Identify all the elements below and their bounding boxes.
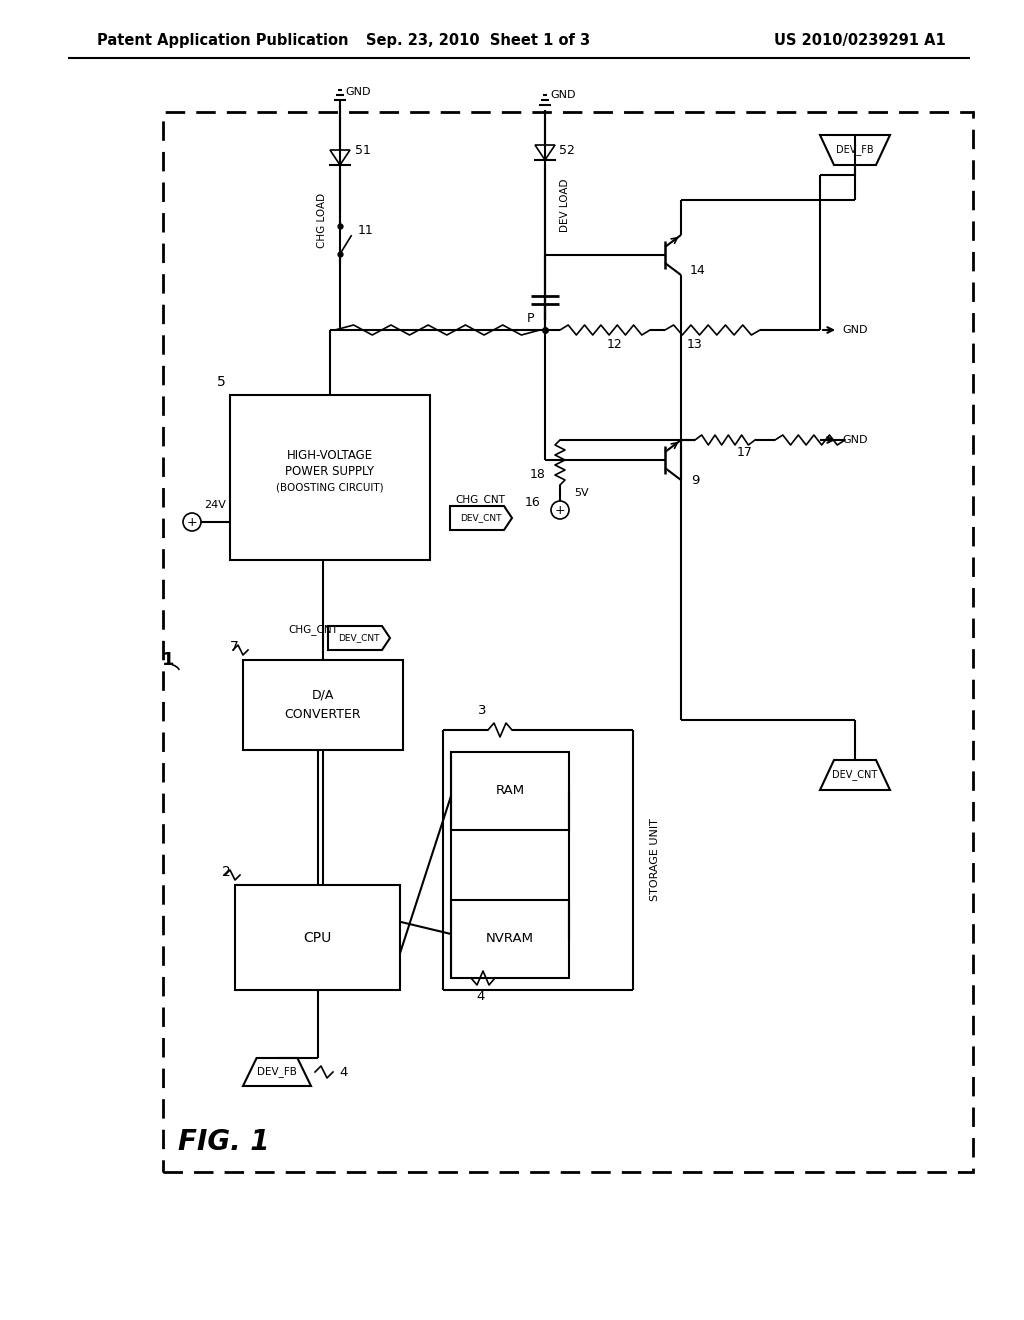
Text: P: P xyxy=(527,312,535,325)
Polygon shape xyxy=(820,135,890,165)
Text: 52: 52 xyxy=(559,144,574,157)
Text: CONVERTER: CONVERTER xyxy=(285,709,361,722)
Text: GND: GND xyxy=(842,325,867,335)
Text: 11: 11 xyxy=(358,223,374,236)
Text: DEV_CNT: DEV_CNT xyxy=(338,634,380,643)
Text: 17: 17 xyxy=(737,446,753,459)
Text: HIGH-VOLTAGE: HIGH-VOLTAGE xyxy=(287,449,373,462)
Text: (BOOSTING CIRCUIT): (BOOSTING CIRCUIT) xyxy=(276,483,384,492)
Text: GND: GND xyxy=(345,87,371,96)
Text: DEV_FB: DEV_FB xyxy=(257,1067,297,1077)
Text: CHG_CNT: CHG_CNT xyxy=(288,624,338,635)
Text: 4: 4 xyxy=(339,1065,347,1078)
Text: 9: 9 xyxy=(691,474,699,487)
Text: Sep. 23, 2010  Sheet 1 of 3: Sep. 23, 2010 Sheet 1 of 3 xyxy=(366,33,590,48)
Circle shape xyxy=(551,502,569,519)
Text: DEV_CNT: DEV_CNT xyxy=(460,513,502,523)
Text: DEV_FB: DEV_FB xyxy=(837,145,873,156)
Text: 16: 16 xyxy=(524,495,540,508)
Polygon shape xyxy=(820,760,890,789)
Text: 14: 14 xyxy=(690,264,706,276)
Text: DEV LOAD: DEV LOAD xyxy=(560,178,570,232)
Text: Patent Application Publication: Patent Application Publication xyxy=(97,33,348,48)
Text: CHG LOAD: CHG LOAD xyxy=(317,193,327,248)
Bar xyxy=(451,752,569,830)
Text: 3: 3 xyxy=(478,704,486,717)
Text: CHG_CNT: CHG_CNT xyxy=(455,495,505,506)
Polygon shape xyxy=(535,145,555,160)
Text: D/A: D/A xyxy=(312,689,334,701)
Text: 4: 4 xyxy=(477,990,485,1002)
Text: STORAGE UNIT: STORAGE UNIT xyxy=(650,818,660,902)
Text: 13: 13 xyxy=(687,338,702,351)
Text: 51: 51 xyxy=(355,144,371,157)
Polygon shape xyxy=(243,1059,311,1086)
Text: 5V: 5V xyxy=(574,488,589,498)
Bar xyxy=(234,884,400,990)
Text: 1: 1 xyxy=(162,651,174,669)
Polygon shape xyxy=(330,150,350,165)
Text: 2: 2 xyxy=(222,865,231,879)
Bar xyxy=(243,660,403,750)
Polygon shape xyxy=(450,506,512,531)
Text: GND: GND xyxy=(550,90,575,100)
Text: 5: 5 xyxy=(217,375,226,389)
Text: +: + xyxy=(186,516,198,528)
Text: GND: GND xyxy=(842,436,867,445)
Text: 18: 18 xyxy=(530,469,546,482)
Text: 7: 7 xyxy=(230,640,239,653)
Text: NVRAM: NVRAM xyxy=(486,932,534,945)
Circle shape xyxy=(183,513,201,531)
Polygon shape xyxy=(328,626,390,649)
Text: DEV_CNT: DEV_CNT xyxy=(833,770,878,780)
Text: POWER SUPPLY: POWER SUPPLY xyxy=(286,465,375,478)
Bar xyxy=(451,900,569,978)
Bar xyxy=(163,112,973,1172)
Text: RAM: RAM xyxy=(496,784,524,797)
Text: +: + xyxy=(555,503,565,516)
Bar xyxy=(230,395,430,560)
Text: 12: 12 xyxy=(607,338,623,351)
Text: FIG. 1: FIG. 1 xyxy=(178,1129,269,1156)
Text: US 2010/0239291 A1: US 2010/0239291 A1 xyxy=(774,33,946,48)
Text: CPU: CPU xyxy=(303,931,332,945)
Text: 24V: 24V xyxy=(204,500,226,510)
